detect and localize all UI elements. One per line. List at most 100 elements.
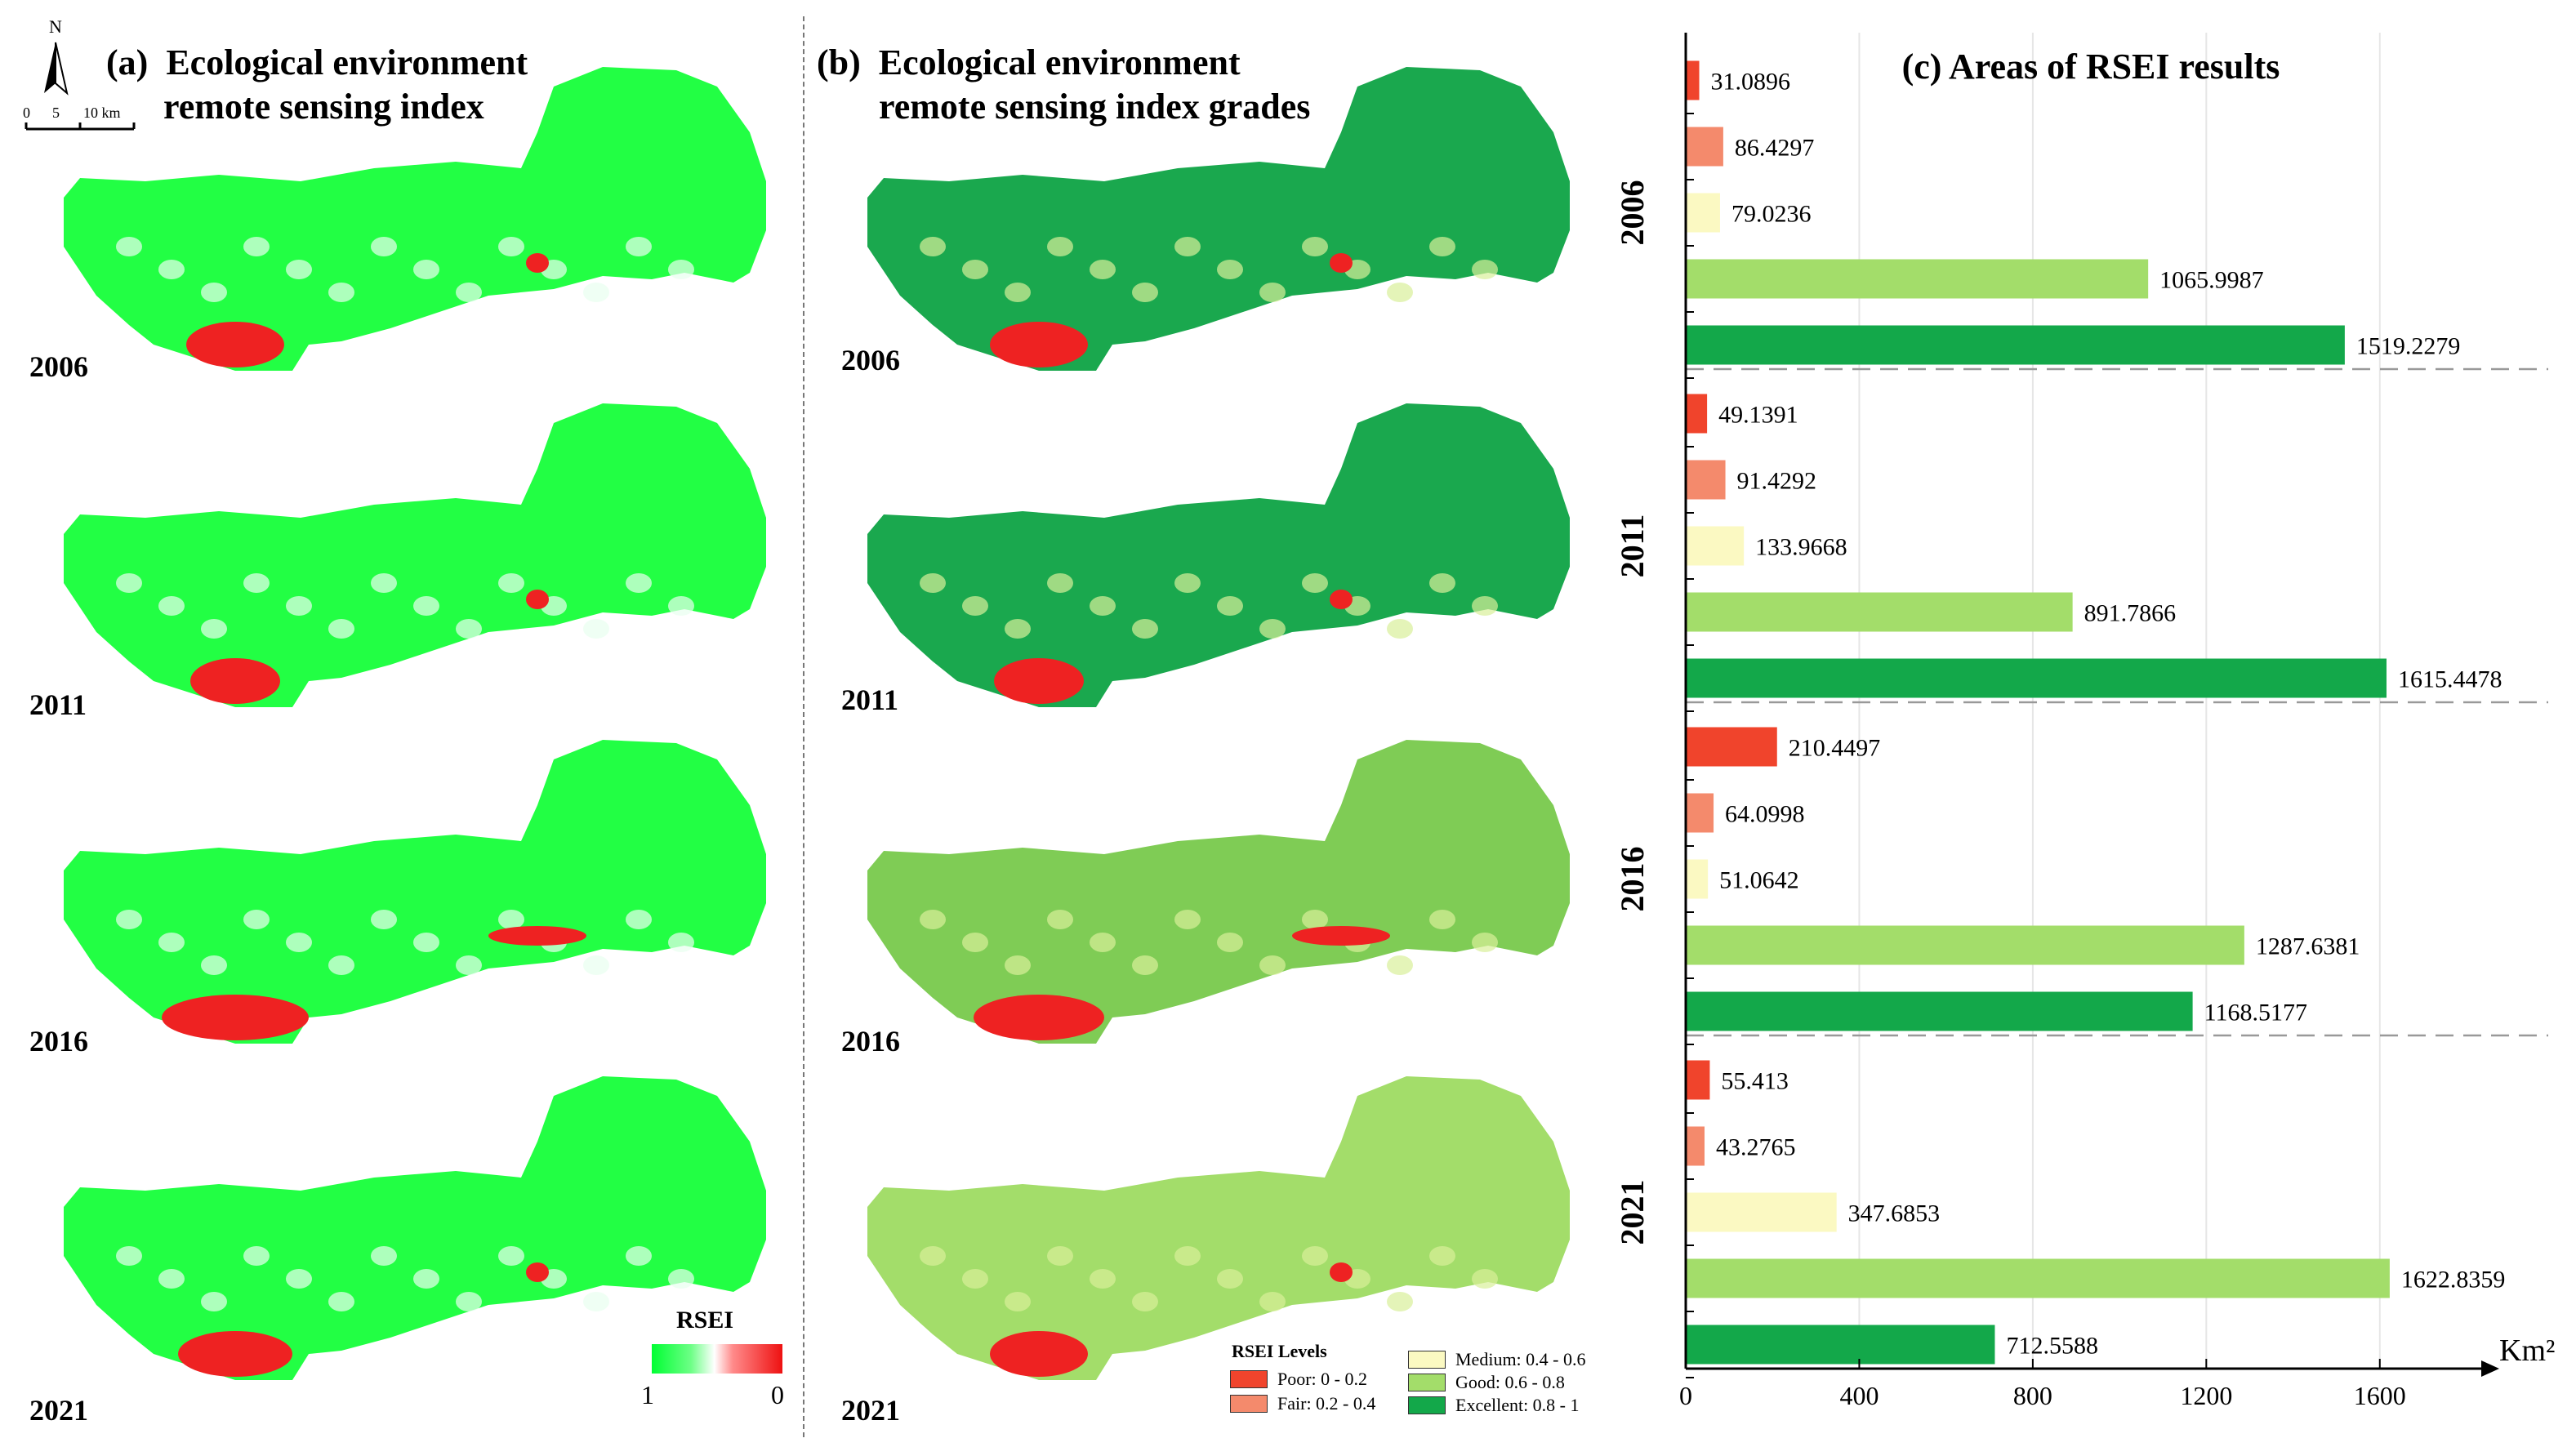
bar-2021-medium [1686,1192,1837,1232]
bar-2011-good [1686,592,2073,632]
bar-2006-fair [1686,127,1723,167]
rsei-legend-high: 1 [641,1380,654,1409]
bar-2016-medium [1686,859,1709,899]
group-label-2021: 2021 [1614,1180,1651,1245]
rsei-map-2006 [64,67,766,371]
north-arrow-icon: N [44,16,69,96]
x-axis-label: Km² [2499,1334,2555,1368]
x-tick-label-1600: 1600 [2354,1381,2406,1410]
bar-label-2011-excellent: 1615.4478 [2398,666,2502,693]
legend-label-medium: Medium: 0.4 - 0.6 [1455,1349,1586,1369]
rsei-map-2011 [64,403,766,707]
grade-map-2021 [867,1076,1570,1380]
chart-title: (c) Areas of RSEI results [1902,47,2280,87]
bar-2016-good [1686,925,2244,965]
rsei-legend-low: 0 [771,1380,784,1409]
rsei-legend-title: RSEI [676,1307,734,1334]
panel-a-title: (a) Ecological environment [106,41,528,85]
legend-item-fair: Fair: 0.2 - 0.4 [1230,1393,1375,1414]
bar-label-2021-poor: 55.413 [1721,1068,1789,1095]
bar-2006-medium [1686,193,1720,233]
panel-a-year-2021: 2021 [29,1394,88,1427]
rsei-map-2016 [64,740,766,1044]
grade-map-2011 [867,403,1570,707]
bar-label-2006-medium: 79.0236 [1731,201,1812,228]
bar-2006-excellent [1686,325,2345,365]
legend-label-fair: Fair: 0.2 - 0.4 [1277,1393,1376,1414]
bar-label-2021-medium: 347.6853 [1848,1200,1941,1227]
panel-b-title-line1: Ecological environment [878,42,1241,82]
panel-a-title-line1: Ecological environment [166,42,528,82]
legend-item-good: Good: 0.6 - 0.8 [1408,1372,1565,1393]
group-label-2016: 2016 [1614,847,1651,912]
legend-swatch-good [1408,1374,1446,1391]
legend-swatch-fair [1230,1395,1268,1413]
grade-map-2006 [867,67,1570,371]
bar-2016-excellent [1686,991,2193,1031]
bar-label-2021-good: 1622.8359 [2401,1267,2506,1293]
bar-label-2011-medium: 133.9668 [1755,534,1847,561]
panel-b-title: (b) Ecological environment [817,41,1241,85]
bar-label-2011-poor: 49.1391 [1718,402,1798,429]
bar-label-2006-fair: 86.4297 [1735,135,1815,162]
rsei-map-2021 [64,1076,766,1380]
legend-swatch-excellent [1408,1396,1446,1414]
bar-label-2016-good: 1287.6381 [2256,933,2360,960]
scale-tick-0: 0 [23,105,30,121]
legend-item-excellent: Excellent: 0.8 - 1 [1408,1395,1580,1416]
bar-label-2016-medium: 51.0642 [1719,867,1799,894]
panel-a-year-2006: 2006 [29,350,88,383]
bar-2016-poor [1686,727,1777,767]
legend-item-poor: Poor: 0 - 0.2 [1230,1369,1367,1390]
bar-label-2011-good: 891.7866 [2084,600,2177,627]
levels-legend-title: RSEI Levels [1232,1341,1327,1361]
north-label: N [49,16,62,37]
legend-label-poor: Poor: 0 - 0.2 [1277,1369,1367,1389]
panel-b-label: (b) [817,42,861,82]
x-tick-label-0: 0 [1679,1381,1692,1410]
scale-tick-5: 5 [52,105,60,121]
bar-2021-fair [1686,1126,1705,1166]
bar-2011-excellent [1686,658,2387,698]
bar-label-2006-good: 1065.9987 [2159,267,2264,294]
panel-a-year-2011: 2011 [29,688,87,721]
legend-label-good: Good: 0.6 - 0.8 [1455,1372,1565,1392]
bar-2021-good [1686,1258,2390,1298]
rsei-legend-ramp [652,1344,782,1374]
panel-a-year-2016: 2016 [29,1025,88,1057]
bar-label-2006-poor: 31.0896 [1711,69,1791,96]
bar-label-2016-fair: 64.0998 [1725,801,1805,828]
scale-bar: 0 5 10 km [23,105,136,131]
legend-item-medium: Medium: 0.4 - 0.6 [1408,1349,1586,1370]
panel-a-title-line2: remote sensing index [163,87,484,127]
bar-2011-medium [1686,526,1745,566]
legend-swatch-poor [1230,1370,1268,1388]
legend-label-excellent: Excellent: 0.8 - 1 [1455,1395,1580,1415]
rsei-area-bar-chart: (c) Areas of RSEI results 31.0896 86.4297 7… [1614,33,2555,1410]
bar-2006-good [1686,259,2149,299]
x-axis-arrow-icon [2481,1360,2499,1377]
bar-label-2016-poor: 210.4497 [1789,735,1881,762]
panel-b-year-2006: 2006 [841,344,900,376]
bar-2021-excellent [1686,1325,1995,1365]
bar-2021-poor [1686,1060,1710,1100]
panel-divider [803,16,804,1437]
panel-a-label: (a) [106,42,149,82]
bar-2016-fair [1686,793,1714,833]
panel-b-year-2021: 2021 [841,1394,900,1427]
bar-2011-poor [1686,394,1708,434]
bar-2011-fair [1686,460,1726,500]
bar-label-2016-excellent: 1168.5177 [2204,1000,2307,1026]
bar-label-2021-excellent: 712.5588 [2006,1333,2097,1360]
bar-2006-poor [1686,60,1700,100]
group-label-2011: 2011 [1614,514,1651,578]
bar-label-2021-fair: 43.2765 [1716,1134,1796,1161]
x-tick-label-800: 800 [2013,1381,2052,1410]
bar-label-2011-fair: 91.4292 [1737,468,1817,495]
panel-b-year-2011: 2011 [841,683,899,716]
x-tick-label-1200: 1200 [2180,1381,2232,1410]
x-tick-label-400: 400 [1839,1381,1879,1410]
grade-map-2016 [867,740,1570,1044]
group-label-2006: 2006 [1614,180,1651,246]
panel-b-title-line2: remote sensing index grades [879,87,1311,127]
